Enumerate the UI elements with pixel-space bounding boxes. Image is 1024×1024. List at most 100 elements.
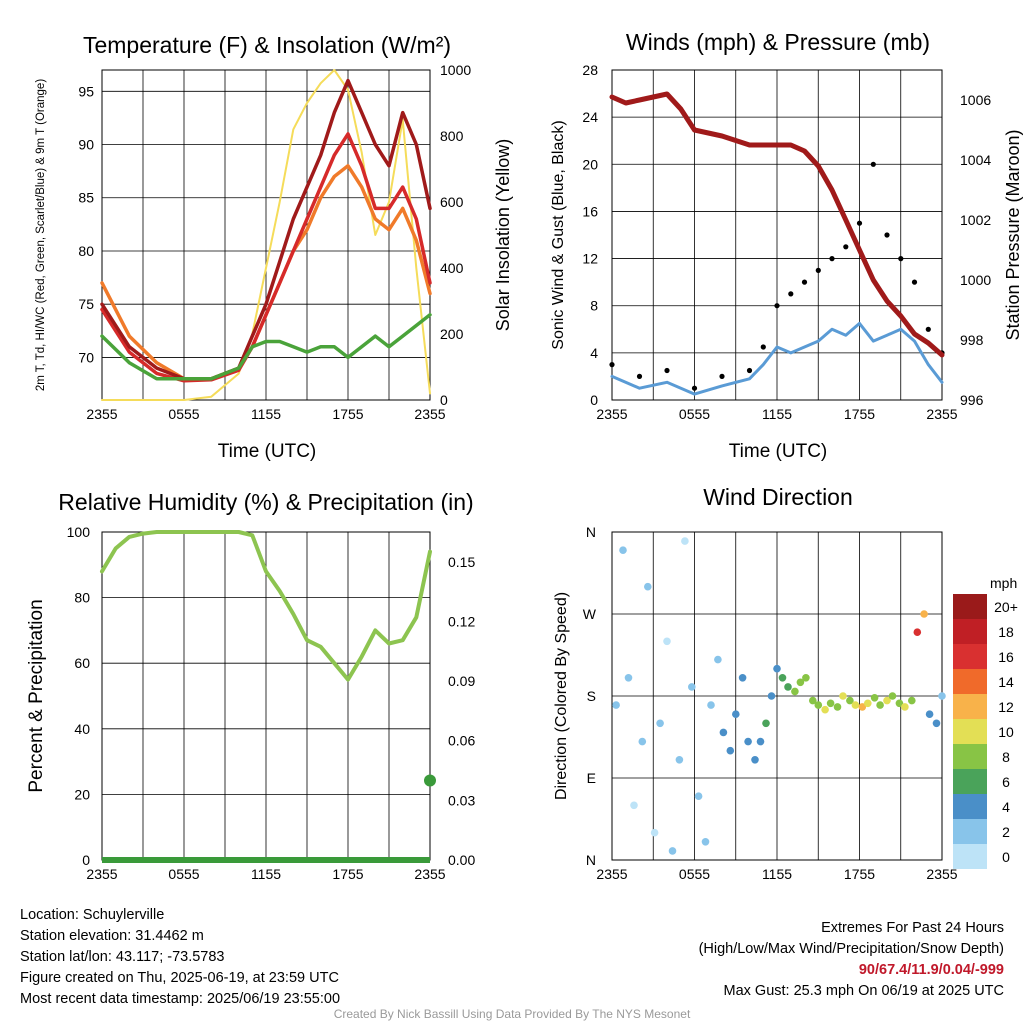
colorbar-label: 10 [998, 724, 1014, 740]
extremes-title: Extremes For Past 24 Hours [821, 920, 1004, 936]
direction-point [809, 696, 817, 705]
winds-ylabel-right: Station Pressure (Maroon) [1003, 129, 1023, 340]
direction-point [756, 737, 765, 746]
y2-tick-label: 0.12 [448, 613, 475, 629]
x-tick-label: 0555 [168, 406, 199, 422]
x-tick-label: 2355 [414, 406, 445, 422]
x-tick-label: 2355 [86, 406, 117, 422]
direction-point [925, 710, 934, 718]
temperature-xlabel: Time (UTC) [218, 441, 317, 462]
colorbar-swatch [953, 819, 987, 844]
winds-xlabel: Time (UTC) [729, 441, 828, 462]
direction-point [732, 710, 740, 718]
direction-point [791, 687, 799, 696]
y-tick-label: 40 [74, 721, 90, 737]
direction-point [694, 792, 703, 800]
gust-point [746, 367, 753, 374]
temperature-ylabel-right: Solar Insolation (Yellow) [493, 139, 513, 331]
extremes-subtitle: (High/Low/Max Wind/Precipitation/Snow De… [698, 941, 1004, 957]
colorbar-label: 0 [1002, 849, 1010, 865]
y2-tick-label: 1002 [960, 212, 991, 228]
y-tick-label: S [587, 688, 596, 704]
direction-point [744, 737, 752, 746]
y2-tick-label: 0 [440, 392, 448, 408]
direction-point [638, 737, 647, 746]
pressure-line [609, 91, 945, 358]
y2-tick-label: 0.06 [448, 733, 475, 749]
x-tick-label: 0555 [679, 866, 710, 882]
direction-point [901, 703, 909, 711]
temperature-series-line [100, 132, 432, 383]
humidity-chart: 2355 0555 1155 1755 23550204060801000.000.03… [67, 524, 476, 882]
colorbar-swatch [953, 719, 987, 744]
x-tick-label: 2355 [596, 406, 627, 422]
direction-point [762, 719, 770, 728]
station-elevation: Station elevation: 31.4462 m [20, 928, 204, 944]
y-tick-label: 95 [78, 83, 94, 99]
gust-point [774, 303, 780, 309]
y-tick-label: 0 [82, 852, 90, 868]
x-tick-label: 1755 [844, 866, 875, 882]
direction-point [675, 756, 684, 764]
precipitation-point [424, 774, 436, 787]
gust-point [925, 326, 931, 332]
gust-point [760, 344, 766, 350]
direction-ylabel-left: Direction (Colored By Speed) [553, 592, 570, 800]
station-info: Location: Schuylerville Station elevatio… [20, 905, 340, 1010]
y-tick-label: 100 [67, 524, 91, 540]
direction-point [688, 683, 696, 691]
credit-line: Created By Nick Bassill Using Data Provi… [333, 1007, 691, 1021]
direction-point [858, 703, 867, 711]
direction-point [767, 692, 776, 700]
direction-point [920, 610, 928, 618]
temperature-series-line [100, 313, 432, 381]
direction-point [796, 678, 805, 687]
temperature-chart: 2355 0555 1155 1755 2355 70 75 80 85 90 95 0 200 400 6… [78, 62, 471, 422]
direction-point [826, 699, 835, 708]
direction-point [773, 664, 781, 673]
direction-point [624, 674, 633, 682]
y2-tick-label: 1000 [440, 62, 471, 78]
gust-point [636, 373, 643, 379]
colorbar-swatch [953, 769, 987, 794]
direction-point [870, 694, 879, 702]
direction-point [644, 582, 652, 591]
y-tick-label: 20 [74, 786, 90, 802]
y2-tick-label: 200 [440, 326, 464, 342]
gust-point [843, 244, 849, 250]
y2-tick-label: 1004 [960, 152, 991, 168]
gust-point [664, 367, 670, 374]
gust-point [898, 256, 904, 262]
direction-point [846, 696, 854, 705]
gust-point [719, 373, 725, 379]
colorbar-swatch [953, 844, 987, 869]
colorbar-label: 12 [998, 699, 1014, 715]
direction-point [612, 701, 620, 709]
direction-point [714, 655, 722, 664]
direction-point [839, 692, 847, 700]
x-tick-label: 2355 [86, 866, 117, 882]
humidity-panel-title: Relative Humidity (%) & Precipitation (i… [58, 489, 473, 515]
colorbar-swatch [953, 669, 987, 694]
direction-point [726, 746, 735, 755]
recent-timestamp: Most recent data timestamp: 2025/06/19 2… [20, 991, 341, 1007]
extremes-info: Extremes For Past 24 Hours (High/Low/Max… [699, 918, 1004, 1002]
direction-point [707, 701, 715, 709]
x-tick-label: 2355 [596, 866, 627, 882]
y2-tick-label: 400 [440, 260, 464, 276]
direction-point [876, 701, 884, 709]
direction-point [719, 728, 728, 737]
y-tick-label: 4 [590, 345, 598, 361]
y-tick-label: 16 [582, 203, 598, 219]
y-tick-label: N [586, 524, 596, 540]
direction-point [932, 719, 941, 728]
y2-tick-label: 998 [960, 332, 984, 348]
station-latlon: Station lat/lon: 43.117; -73.5783 [20, 949, 225, 965]
colorbar-swatch [953, 644, 987, 669]
x-tick-label: 0555 [679, 406, 710, 422]
y-tick-label: 28 [582, 62, 598, 78]
y-tick-label: W [583, 606, 597, 622]
direction-point [619, 546, 627, 554]
y-tick-label: 90 [78, 137, 94, 153]
